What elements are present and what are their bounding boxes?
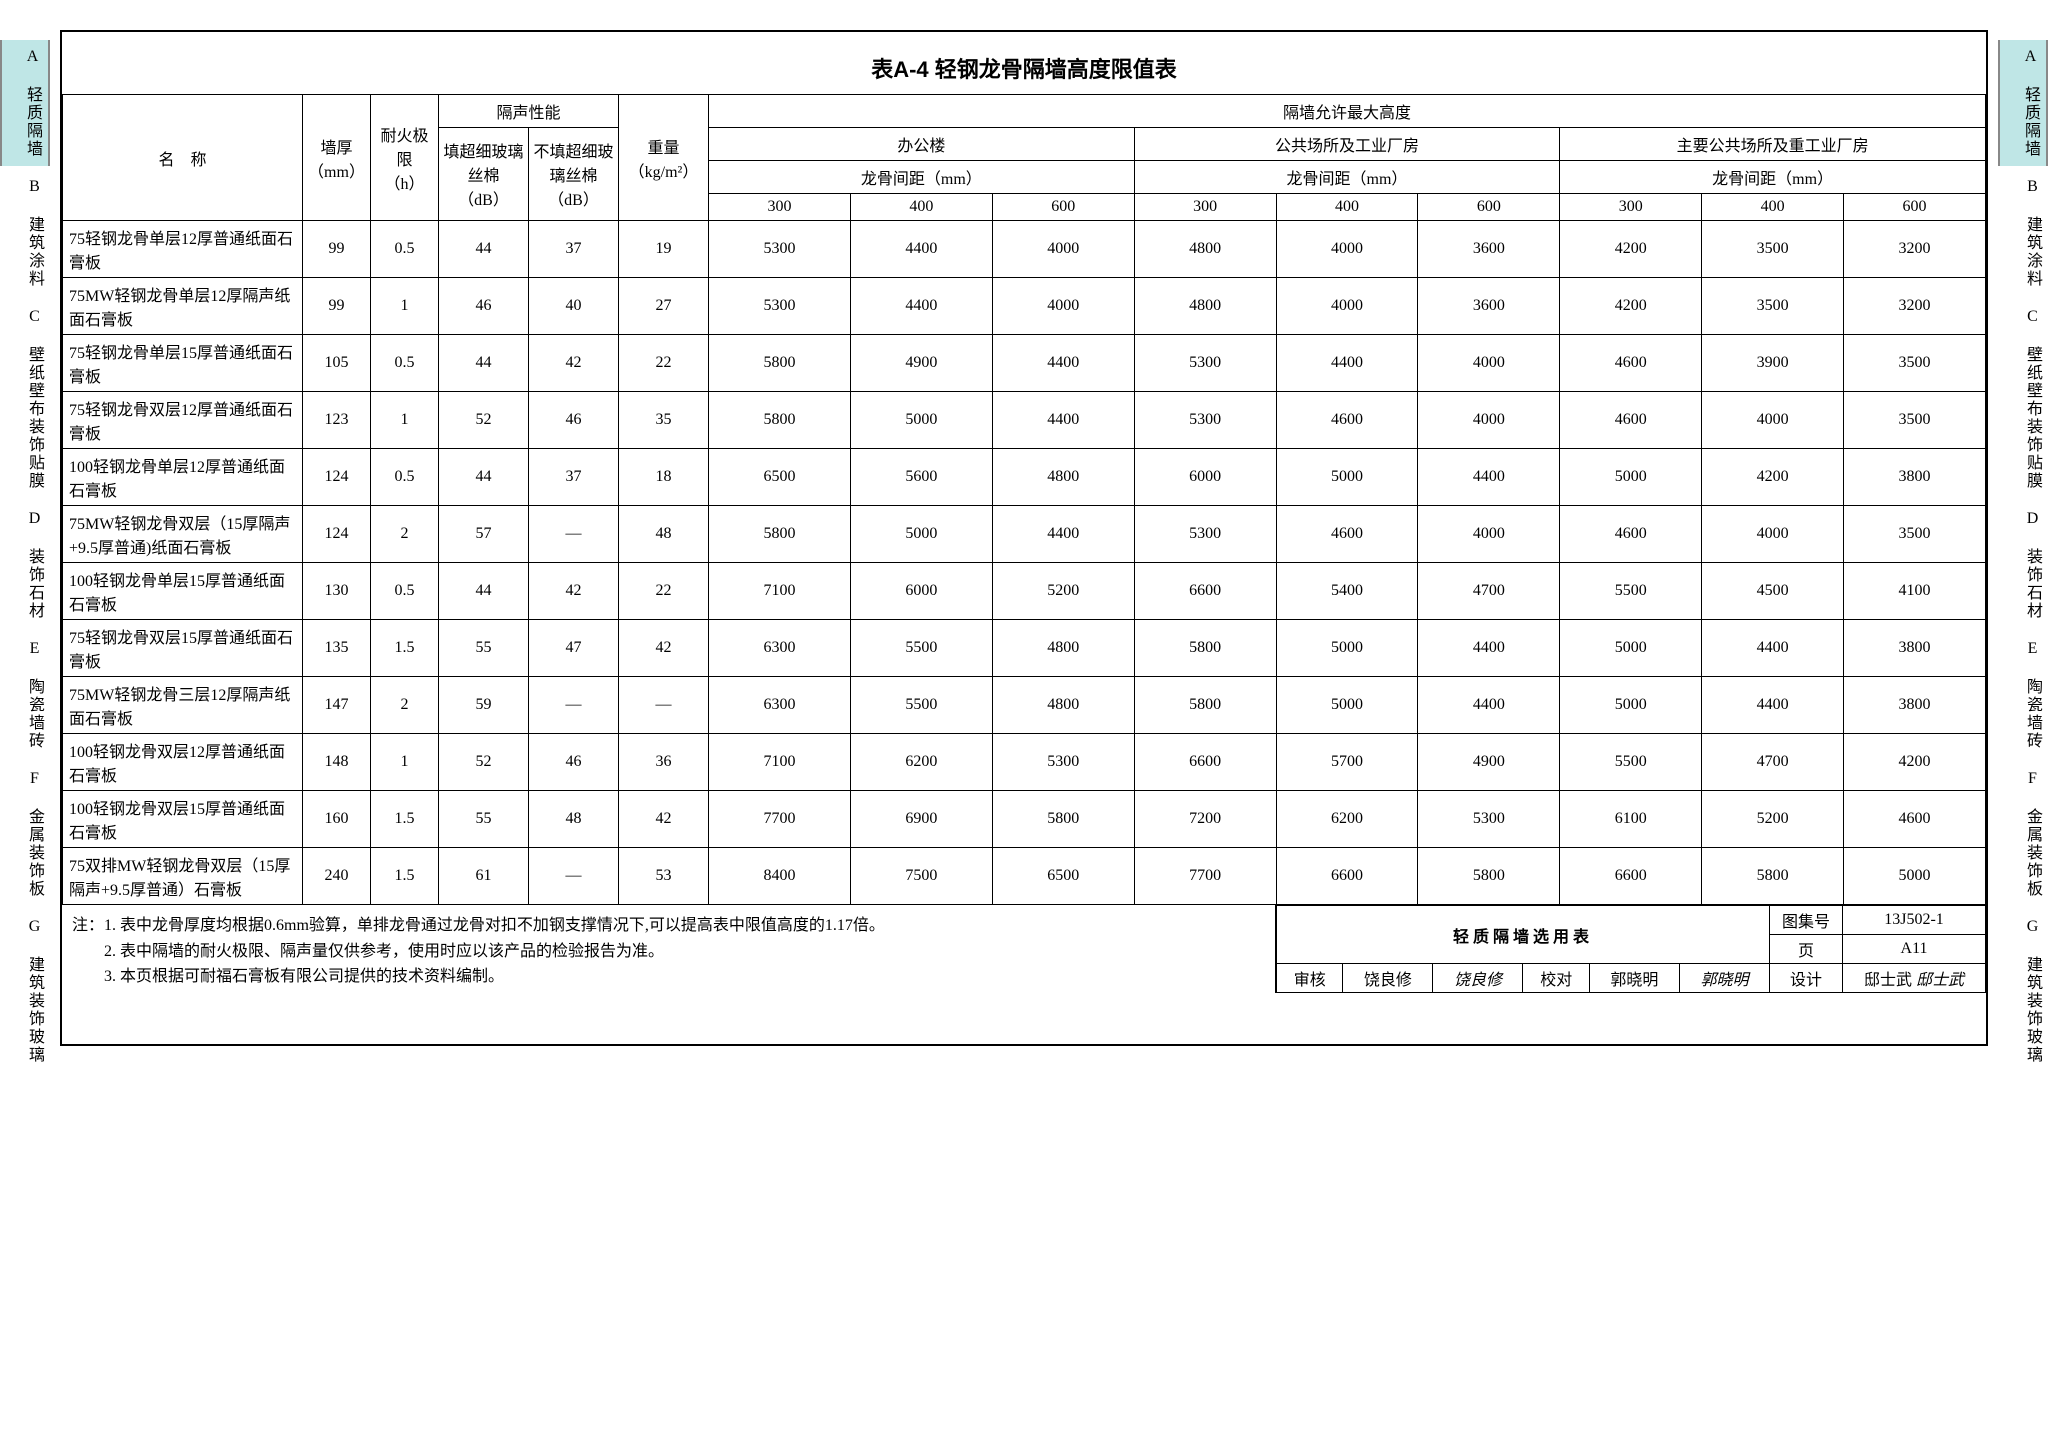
table-row: 100轻钢龙骨单层12厚普通纸面石膏板1240.5443718650056004…	[63, 449, 1986, 506]
table-row: 75双排MW轻钢龙骨双层（15厚隔声+9.5厚普通）石膏板2401.561—53…	[63, 848, 1986, 905]
h-maxh: 隔墙允许最大高度	[709, 95, 1986, 128]
side-tab-B[interactable]: B 建筑涂料	[0, 170, 50, 296]
side-tab-A[interactable]: A 轻质隔墙	[1998, 40, 2048, 166]
table-row: 75轻钢龙骨单层15厚普通纸面石膏板1050.54442225800490044…	[63, 335, 1986, 392]
table-row: 75轻钢龙骨双层15厚普通纸面石膏板1351.55547426300550048…	[63, 620, 1986, 677]
table-row: 75轻钢龙骨单层12厚普通纸面石膏板990.544371953004400400…	[63, 221, 1986, 278]
side-tab-G[interactable]: G 建筑装饰玻璃	[1998, 910, 2048, 1072]
doc-title: 轻质隔墙选用表	[1277, 906, 1770, 964]
h-sp3: 龙骨间距（mm）	[1560, 161, 1986, 194]
side-tab-E[interactable]: E 陶瓷墙砖	[1998, 632, 2048, 758]
h-name: 名 称	[63, 95, 303, 221]
data-table: 名 称 墙厚（mm） 耐火极限（h） 隔声性能 重量（kg/m²） 隔墙允许最大…	[62, 94, 1986, 905]
main-frame: 表A-4 轻钢龙骨隔墙高度限值表 名 称 墙厚（mm） 耐火极限（h） 隔声性能…	[60, 30, 1988, 1046]
table-row: 75MW轻钢龙骨双层（15厚隔声+9.5厚普通)纸面石膏板124257—4858…	[63, 506, 1986, 563]
side-tab-A[interactable]: A 轻质隔墙	[0, 40, 50, 166]
h-weight: 重量（kg/m²）	[619, 95, 709, 221]
table-row: 100轻钢龙骨双层12厚普通纸面石膏板148152463671006200530…	[63, 734, 1986, 791]
table-row: 75轻钢龙骨双层12厚普通纸面石膏板1231524635580050004400…	[63, 392, 1986, 449]
side-tab-C[interactable]: C 壁纸壁布装饰贴膜	[1998, 300, 2048, 498]
table-row: 100轻钢龙骨双层15厚普通纸面石膏板1601.5554842770069005…	[63, 791, 1986, 848]
notes: 注：1. 表中龙骨厚度均根据0.6mm验算，单排龙骨通过龙骨对扣不加钢支撑情况下…	[62, 905, 1275, 992]
h-acoustic: 隔声性能	[439, 95, 619, 128]
table-row: 75MW轻钢龙骨三层12厚隔声纸面石膏板147259——630055004800…	[63, 677, 1986, 734]
side-tab-B[interactable]: B 建筑涂料	[1998, 170, 2048, 296]
h-nofill: 不填超细玻璃丝棉（dB）	[529, 128, 619, 221]
side-tab-G[interactable]: G 建筑装饰玻璃	[0, 910, 50, 1072]
side-tabs-right: A 轻质隔墙B 建筑涂料C 壁纸壁布装饰贴膜D 装饰石材E 陶瓷墙砖F 金属装饰…	[1998, 0, 2048, 1076]
side-tab-E[interactable]: E 陶瓷墙砖	[0, 632, 50, 758]
side-tab-D[interactable]: D 装饰石材	[1998, 502, 2048, 628]
side-tab-C[interactable]: C 壁纸壁布装饰贴膜	[0, 300, 50, 498]
side-tabs-left: A 轻质隔墙B 建筑涂料C 壁纸壁布装饰贴膜D 装饰石材E 陶瓷墙砖F 金属装饰…	[0, 0, 50, 1076]
side-tab-D[interactable]: D 装饰石材	[0, 502, 50, 628]
h-sp1: 龙骨间距（mm）	[709, 161, 1135, 194]
table-row: 100轻钢龙骨单层15厚普通纸面石膏板1300.5444222710060005…	[63, 563, 1986, 620]
side-tab-F[interactable]: F 金属装饰板	[0, 762, 50, 906]
h-g3: 主要公共场所及重工业厂房	[1560, 128, 1986, 161]
page-no: A11	[1843, 935, 1986, 964]
table-row: 75MW轻钢龙骨单层12厚隔声纸面石膏板99146402753004400400…	[63, 278, 1986, 335]
table-title: 表A-4 轻钢龙骨隔墙高度限值表	[62, 32, 1986, 94]
h-g2: 公共场所及工业厂房	[1134, 128, 1560, 161]
title-block: 轻质隔墙选用表 图集号 13J502-1 页 A11 审核 饶良修 饶良修 校对…	[1275, 905, 1986, 993]
h-thick: 墙厚（mm）	[303, 95, 371, 221]
h-sp2: 龙骨间距（mm）	[1134, 161, 1560, 194]
h-fire: 耐火极限（h）	[371, 95, 439, 221]
table-body: 75轻钢龙骨单层12厚普通纸面石膏板990.544371953004400400…	[63, 221, 1986, 905]
atlas-no: 13J502-1	[1843, 906, 1986, 935]
side-tab-F[interactable]: F 金属装饰板	[1998, 762, 2048, 906]
h-fill: 填超细玻璃丝棉（dB）	[439, 128, 529, 221]
h-g1: 办公楼	[709, 128, 1135, 161]
